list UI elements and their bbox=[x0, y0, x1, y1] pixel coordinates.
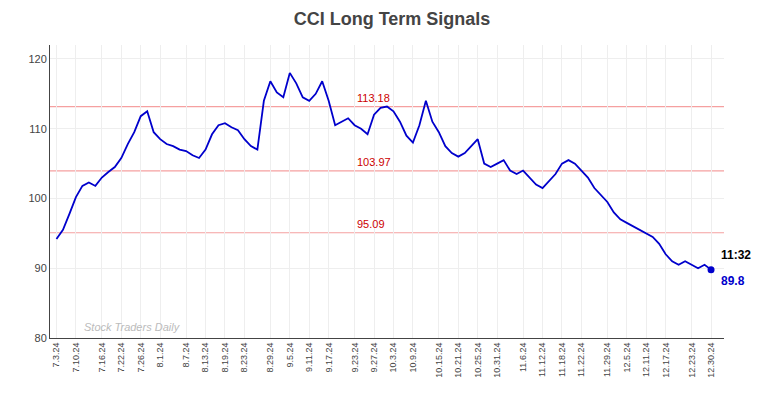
svg-text:10.21.24: 10.21.24 bbox=[453, 343, 463, 378]
svg-text:11.29.24: 11.29.24 bbox=[602, 343, 612, 377]
svg-text:8.13.24: 8.13.24 bbox=[200, 343, 210, 373]
svg-text:11.18.24: 11.18.24 bbox=[557, 343, 567, 377]
svg-text:10.25.24: 10.25.24 bbox=[473, 343, 483, 378]
svg-text:7.22.24: 7.22.24 bbox=[116, 343, 126, 373]
svg-text:9.11.24: 9.11.24 bbox=[304, 343, 314, 372]
svg-text:12.17.24: 12.17.24 bbox=[661, 343, 671, 378]
svg-text:8.7.24: 8.7.24 bbox=[181, 343, 191, 368]
svg-text:11.12.24: 11.12.24 bbox=[537, 343, 547, 377]
svg-text:11:32: 11:32 bbox=[721, 248, 751, 262]
svg-text:12.23.24: 12.23.24 bbox=[687, 343, 697, 378]
svg-text:9.27.24: 9.27.24 bbox=[369, 343, 379, 373]
svg-text:7.10.24: 7.10.24 bbox=[71, 343, 81, 373]
svg-text:12.5.24: 12.5.24 bbox=[622, 343, 632, 373]
svg-text:8.19.24: 8.19.24 bbox=[220, 343, 230, 373]
svg-text:8.1.24: 8.1.24 bbox=[155, 343, 165, 368]
svg-text:9.17.24: 9.17.24 bbox=[324, 343, 334, 373]
svg-text:100: 100 bbox=[28, 192, 46, 204]
svg-text:89.8: 89.8 bbox=[721, 274, 745, 288]
svg-text:103.97: 103.97 bbox=[357, 156, 391, 168]
svg-text:80: 80 bbox=[35, 332, 47, 344]
svg-text:11.22.24: 11.22.24 bbox=[576, 343, 586, 377]
svg-text:7.3.24: 7.3.24 bbox=[51, 343, 61, 368]
svg-text:8.29.24: 8.29.24 bbox=[265, 343, 275, 373]
svg-text:8.23.24: 8.23.24 bbox=[239, 343, 249, 373]
svg-text:12.30.24: 12.30.24 bbox=[706, 343, 716, 378]
svg-text:10.3.24: 10.3.24 bbox=[388, 343, 398, 373]
svg-text:11.6.24: 11.6.24 bbox=[518, 343, 528, 372]
svg-text:90: 90 bbox=[35, 262, 47, 274]
svg-text:7.16.24: 7.16.24 bbox=[97, 343, 107, 373]
svg-text:12.11.24: 12.11.24 bbox=[641, 343, 651, 377]
svg-text:95.09: 95.09 bbox=[357, 218, 385, 230]
svg-text:10.9.24: 10.9.24 bbox=[408, 343, 418, 373]
svg-text:9.5.24: 9.5.24 bbox=[285, 343, 295, 368]
svg-text:10.15.24: 10.15.24 bbox=[434, 343, 444, 378]
svg-text:110: 110 bbox=[29, 123, 47, 135]
svg-text:113.18: 113.18 bbox=[357, 92, 390, 104]
svg-text:CCI Long Term Signals: CCI Long Term Signals bbox=[294, 9, 491, 29]
svg-text:Stock Traders Daily: Stock Traders Daily bbox=[84, 321, 181, 333]
svg-text:9.23.24: 9.23.24 bbox=[350, 343, 360, 373]
svg-text:7.26.24: 7.26.24 bbox=[136, 343, 146, 373]
svg-text:120: 120 bbox=[28, 53, 46, 65]
svg-text:10.31.24: 10.31.24 bbox=[492, 343, 502, 378]
